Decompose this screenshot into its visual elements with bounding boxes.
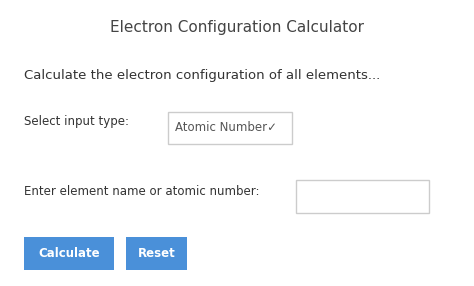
FancyBboxPatch shape (24, 237, 114, 270)
Text: Calculate: Calculate (38, 247, 100, 260)
Text: Calculate the electron configuration of all elements...: Calculate the electron configuration of … (24, 69, 380, 82)
FancyBboxPatch shape (168, 112, 292, 144)
Text: Atomic Number✓: Atomic Number✓ (175, 122, 277, 134)
Text: Select input type:: Select input type: (24, 115, 129, 128)
FancyBboxPatch shape (126, 237, 187, 270)
Text: Enter element name or atomic number:: Enter element name or atomic number: (24, 185, 259, 198)
Text: Reset: Reset (137, 247, 175, 260)
FancyBboxPatch shape (296, 180, 429, 213)
Text: Electron Configuration Calculator: Electron Configuration Calculator (110, 20, 364, 35)
